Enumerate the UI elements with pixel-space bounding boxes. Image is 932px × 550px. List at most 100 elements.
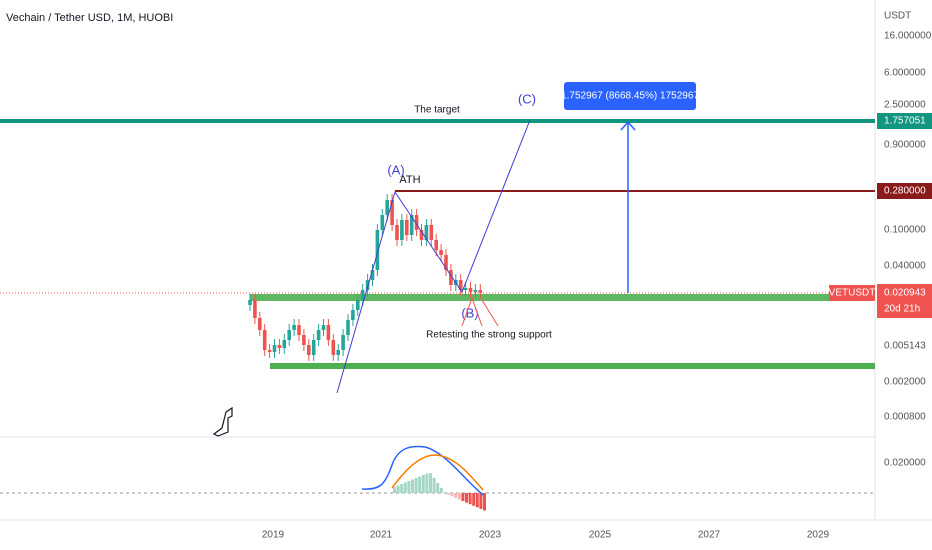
histogram-bar bbox=[450, 493, 454, 497]
time-tick-label: 2023 bbox=[479, 530, 502, 541]
ath-label: ATH bbox=[399, 174, 420, 186]
wave-b: (B) bbox=[461, 305, 478, 320]
ath-tag: 0.280000 bbox=[884, 186, 926, 197]
histogram-bar bbox=[465, 493, 468, 503]
candle-body bbox=[434, 240, 438, 250]
candle-body bbox=[419, 230, 424, 240]
candle-body bbox=[365, 280, 370, 290]
histogram-bar bbox=[483, 493, 486, 511]
candle-body bbox=[370, 270, 375, 280]
price-tick-label: 0.900000 bbox=[884, 140, 926, 151]
candle-body bbox=[380, 215, 385, 230]
price-tick-label: 0.100000 bbox=[884, 225, 926, 236]
candle-body bbox=[336, 350, 340, 355]
histogram-bar bbox=[447, 493, 450, 495]
lower-support bbox=[270, 363, 875, 369]
price-tick-label: 6.000000 bbox=[884, 68, 926, 79]
candle-body bbox=[375, 230, 380, 270]
candle-body bbox=[360, 290, 365, 300]
candle-body bbox=[385, 200, 389, 215]
candle-body bbox=[473, 290, 478, 292]
candle-body bbox=[444, 255, 448, 270]
measure-box bbox=[564, 82, 696, 110]
wave-line bbox=[336, 119, 531, 394]
candle-body bbox=[267, 350, 272, 352]
wave-a: (A) bbox=[387, 162, 404, 177]
candle-body bbox=[468, 288, 473, 292]
candle-body bbox=[390, 200, 394, 225]
histogram-bar bbox=[425, 473, 429, 493]
histogram-bar bbox=[400, 484, 404, 493]
histogram-bar bbox=[472, 493, 476, 506]
price-tick-label: 0.002000 bbox=[884, 377, 926, 388]
histogram-bar bbox=[457, 493, 461, 500]
signal-line bbox=[391, 454, 484, 491]
price-tick-label: 2.500000 bbox=[884, 100, 926, 111]
candle-body bbox=[449, 270, 453, 285]
histogram-bar bbox=[403, 482, 407, 493]
candle-body bbox=[341, 335, 345, 350]
time-tick-label: 2021 bbox=[370, 530, 393, 541]
price-tick-label: 16.000000 bbox=[884, 31, 932, 42]
candle-body bbox=[292, 325, 296, 330]
support-arrows bbox=[461, 296, 483, 327]
histogram-bar bbox=[461, 493, 465, 501]
histogram-bar bbox=[393, 487, 396, 493]
candle-body bbox=[429, 225, 434, 240]
candle-body bbox=[356, 300, 360, 310]
histogram-bar bbox=[396, 485, 400, 493]
candle-body bbox=[258, 318, 262, 330]
candle-body bbox=[277, 345, 282, 348]
candle-body bbox=[282, 340, 287, 348]
histogram-bar bbox=[418, 476, 422, 493]
histogram-bar bbox=[414, 478, 418, 493]
candle-body bbox=[409, 215, 414, 235]
countdown-tag: 20d 21h bbox=[884, 304, 920, 315]
candle-body bbox=[326, 325, 331, 340]
time-tick-label: 2029 bbox=[807, 530, 830, 541]
candle-body bbox=[311, 340, 316, 355]
time-tick-label: 2025 bbox=[589, 530, 612, 541]
histogram-bar bbox=[429, 473, 432, 493]
candle-body bbox=[346, 320, 350, 335]
target-tag-bg bbox=[877, 113, 932, 129]
price-tick-label: 0.040000 bbox=[884, 261, 926, 272]
candle-body bbox=[307, 345, 311, 355]
ath-line bbox=[395, 190, 875, 192]
candle-body bbox=[262, 330, 267, 350]
last-tag-bg bbox=[877, 284, 932, 318]
histogram-bar bbox=[475, 493, 479, 508]
histogram-bar bbox=[468, 493, 472, 505]
logo bbox=[212, 406, 233, 437]
candle-body bbox=[253, 300, 257, 318]
measure-label: 1.752967 (8668.45%) 1752967 bbox=[561, 91, 699, 102]
chart-title: Vechain / Tether USD, 1M, HUOBI bbox=[6, 12, 173, 24]
histogram-bar bbox=[454, 493, 458, 498]
support-arrow bbox=[481, 299, 499, 327]
candle-body bbox=[439, 250, 443, 255]
histogram-bar bbox=[432, 478, 436, 493]
histogram-bar bbox=[439, 488, 443, 493]
wave-c: (C) bbox=[518, 91, 536, 106]
candle-body bbox=[400, 220, 404, 240]
histogram-bar bbox=[479, 493, 483, 509]
histogram-bar bbox=[421, 475, 425, 493]
time-tick-label: 2019 bbox=[262, 530, 285, 541]
target-line bbox=[0, 119, 875, 123]
symbol-tag-bg bbox=[829, 285, 875, 301]
indicator-tick-label: 0.020000 bbox=[884, 458, 926, 469]
candle-body bbox=[297, 325, 301, 335]
target-label: The target bbox=[414, 105, 460, 116]
candle-body bbox=[272, 345, 277, 352]
ath-tag-bg bbox=[877, 183, 932, 199]
candle-body bbox=[424, 225, 429, 240]
candle-body bbox=[321, 325, 326, 330]
macd-line bbox=[361, 445, 484, 496]
histogram-bar bbox=[436, 483, 440, 493]
candle-body bbox=[316, 330, 321, 340]
candle-body bbox=[478, 290, 483, 293]
price-tick-label: 0.000800 bbox=[884, 412, 926, 423]
candle-body bbox=[405, 220, 409, 235]
candle-body bbox=[302, 335, 306, 345]
